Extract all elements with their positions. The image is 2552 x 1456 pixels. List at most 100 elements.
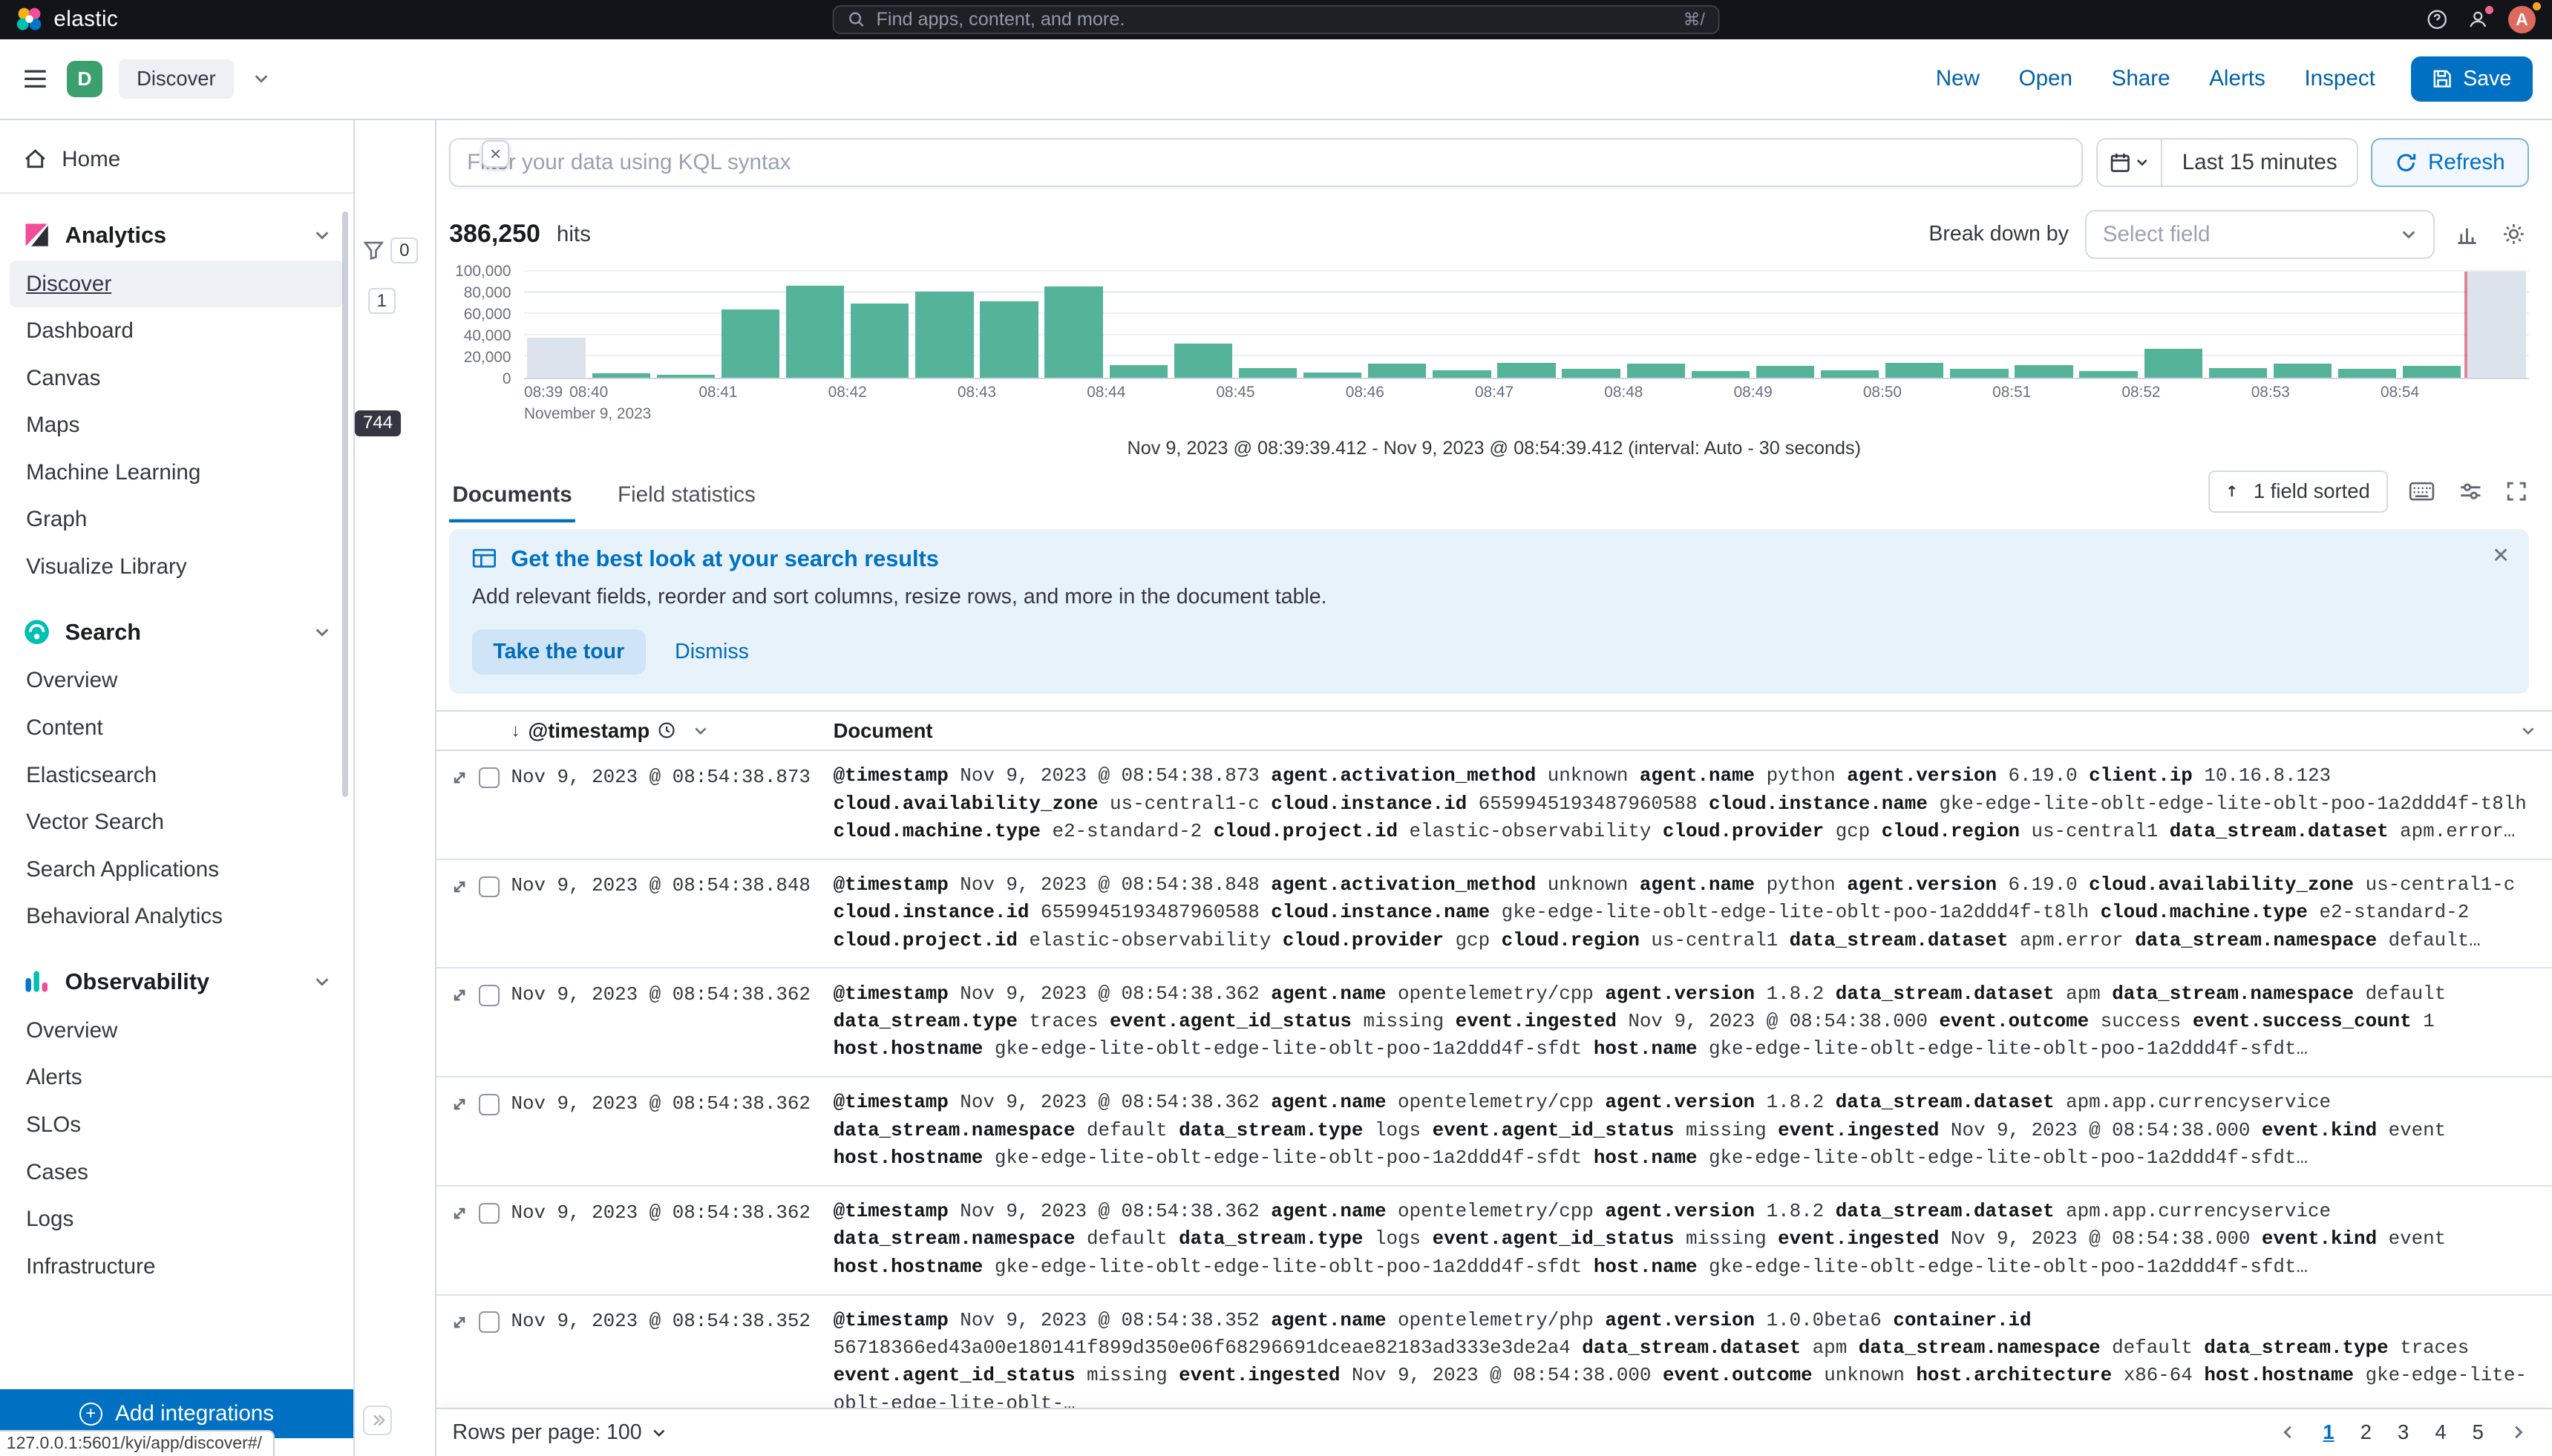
histogram-bar[interactable] (2337, 369, 2397, 378)
histogram-bar[interactable] (2208, 367, 2267, 378)
take-tour-button[interactable]: Take the tour (471, 629, 646, 675)
page-3[interactable]: 3 (2398, 1420, 2409, 1444)
row-checkbox[interactable] (478, 1202, 500, 1224)
next-page-icon[interactable] (2510, 1424, 2526, 1440)
row-document[interactable]: @timestamp Nov 9, 2023 @ 08:54:38.362 ag… (833, 982, 2447, 1060)
histogram-bar[interactable] (1109, 364, 1168, 378)
sidebar-item-graph[interactable]: Graph (26, 507, 88, 532)
histogram-bar[interactable] (1174, 344, 1232, 378)
histogram-bar[interactable] (2273, 364, 2332, 378)
histogram-bar[interactable] (1691, 371, 1750, 378)
page-5[interactable]: 5 (2472, 1420, 2484, 1444)
sidebar-item-slos[interactable]: SLOs (26, 1112, 82, 1137)
histogram-bar[interactable] (592, 373, 650, 378)
sidebar-item-content[interactable]: Content (26, 715, 103, 741)
histogram-bar[interactable] (2403, 366, 2461, 378)
page-1[interactable]: 1 (2323, 1420, 2335, 1444)
row-document[interactable]: @timestamp Nov 9, 2023 @ 08:54:38.848 ag… (833, 873, 2516, 951)
field-sorted-button[interactable]: 1 field sorted (2208, 470, 2388, 513)
sidebar-item-maps[interactable]: Maps (26, 413, 80, 438)
time-range-value[interactable]: Last 15 minutes (2182, 150, 2337, 175)
histogram-bar[interactable] (2467, 272, 2526, 378)
sidebar-section-header-search[interactable]: Search (0, 607, 353, 658)
expand-row-icon[interactable] (451, 769, 468, 787)
sidebar-item-overview[interactable]: Overview (26, 668, 118, 693)
fullscreen-icon[interactable] (2503, 479, 2529, 505)
histogram-bar[interactable] (1885, 362, 1944, 378)
histogram-bar[interactable] (1950, 369, 2009, 378)
histogram-plot[interactable] (524, 269, 2530, 379)
sidebar-section-header-observability[interactable]: Observability (0, 957, 353, 1007)
chevron-down-icon[interactable] (693, 724, 708, 738)
expand-row-icon[interactable] (451, 1095, 468, 1113)
breadcrumb[interactable]: Discover (119, 59, 234, 99)
edit-visualization-icon[interactable] (2451, 220, 2482, 249)
histogram-bar[interactable] (2079, 371, 2138, 378)
toolbar-link-open[interactable]: Open (2018, 66, 2072, 91)
filter-bar-close-button[interactable]: × (482, 140, 510, 168)
sidebar-item-infrastructure[interactable]: Infrastructure (26, 1253, 156, 1279)
row-checkbox[interactable] (478, 767, 500, 789)
page-2[interactable]: 2 (2360, 1420, 2372, 1444)
refresh-button[interactable]: Refresh (2371, 138, 2530, 188)
timestamp-column-header[interactable]: ↓ @timestamp (511, 719, 833, 743)
toolbar-link-share[interactable]: Share (2111, 66, 2170, 91)
sidebar-item-cases[interactable]: Cases (26, 1159, 88, 1184)
expand-fields-button[interactable] (362, 1406, 393, 1435)
sidebar-item-discover[interactable]: Discover (10, 260, 344, 308)
row-document[interactable]: @timestamp Nov 9, 2023 @ 08:54:38.362 ag… (833, 1200, 2447, 1278)
histogram-bar[interactable] (2015, 364, 2073, 378)
histogram-bar[interactable] (656, 375, 715, 378)
histogram-bar[interactable] (785, 285, 845, 378)
sidebar-scrollbar[interactable] (341, 211, 349, 798)
dismiss-button[interactable]: Dismiss (675, 639, 749, 663)
save-button[interactable]: Save (2411, 56, 2533, 102)
row-document[interactable]: @timestamp Nov 9, 2023 @ 08:54:38.873 ag… (833, 764, 2527, 842)
elastic-logo-icon[interactable] (16, 7, 42, 33)
row-document[interactable]: @timestamp Nov 9, 2023 @ 08:54:38.352 ag… (833, 1308, 2527, 1408)
histogram-bar[interactable] (1756, 366, 1815, 378)
row-document[interactable]: @timestamp Nov 9, 2023 @ 08:54:38.362 ag… (833, 1091, 2447, 1169)
document-column-header[interactable]: Document (834, 719, 2552, 743)
histogram-bar[interactable] (980, 301, 1038, 378)
row-checkbox[interactable] (478, 1094, 500, 1115)
chevron-down-icon[interactable] (2521, 724, 2536, 738)
chevron-down-icon[interactable] (250, 68, 273, 91)
sidebar-item-visualize-library[interactable]: Visualize Library (26, 554, 187, 579)
row-checkbox[interactable] (478, 985, 500, 1006)
chart-options-gear-icon[interactable] (2499, 219, 2530, 250)
space-avatar[interactable]: D (66, 61, 103, 97)
histogram-bar[interactable] (915, 292, 974, 378)
expand-row-icon[interactable] (451, 1204, 468, 1222)
histogram-bar[interactable] (1044, 286, 1103, 378)
global-search-input[interactable]: Find apps, content, and more. ⌘/ (832, 4, 1720, 35)
keyboard-shortcuts-icon[interactable] (2406, 479, 2438, 505)
sidebar-item-overview[interactable]: Overview (26, 1017, 118, 1043)
expand-row-icon[interactable] (451, 1314, 468, 1331)
page-4[interactable]: 4 (2435, 1420, 2447, 1444)
field-filters[interactable]: 0 (363, 237, 419, 264)
histogram-bar[interactable] (1238, 367, 1298, 378)
histogram-bar[interactable] (1562, 369, 1620, 378)
expand-row-icon[interactable] (451, 878, 468, 896)
display-options-icon[interactable] (2456, 479, 2485, 505)
breakdown-field-select[interactable]: Select field (2084, 209, 2435, 259)
sidebar-item-canvas[interactable]: Canvas (26, 365, 101, 390)
date-quick-select-button[interactable] (2097, 140, 2163, 186)
menu-hamburger-icon[interactable] (19, 65, 50, 93)
users-icon[interactable] (2467, 5, 2494, 30)
kql-search-input[interactable]: Filter your data using KQL syntax (449, 138, 2084, 188)
histogram-bar[interactable] (1368, 364, 1427, 378)
sidebar-item-vector-search[interactable]: Vector Search (26, 810, 164, 835)
user-avatar[interactable]: A (2507, 2, 2541, 33)
row-checkbox[interactable] (478, 1311, 500, 1333)
histogram-bar[interactable] (1820, 370, 1879, 378)
close-icon[interactable]: ✕ (2489, 542, 2513, 569)
toolbar-link-new[interactable]: New (1935, 66, 1980, 91)
sidebar-item-elasticsearch[interactable]: Elasticsearch (26, 762, 157, 787)
histogram-bar[interactable] (2144, 349, 2202, 378)
histogram-bar[interactable] (1303, 372, 1362, 378)
expand-row-icon[interactable] (451, 986, 468, 1004)
toolbar-link-inspect[interactable]: Inspect (2304, 66, 2375, 91)
sidebar-item-alerts[interactable]: Alerts (26, 1065, 82, 1090)
